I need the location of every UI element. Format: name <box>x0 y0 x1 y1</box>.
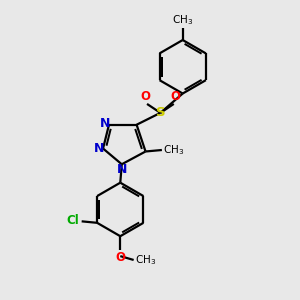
Text: N: N <box>94 142 104 155</box>
Text: Cl: Cl <box>67 214 79 227</box>
Text: CH$_3$: CH$_3$ <box>164 143 184 157</box>
Text: O: O <box>115 251 125 264</box>
Text: O: O <box>170 90 180 103</box>
Text: CH$_3$: CH$_3$ <box>172 13 193 27</box>
Text: CH$_3$: CH$_3$ <box>135 253 156 267</box>
Text: N: N <box>117 163 128 176</box>
Text: O: O <box>140 90 151 103</box>
Text: N: N <box>100 117 110 130</box>
Text: S: S <box>156 106 165 119</box>
